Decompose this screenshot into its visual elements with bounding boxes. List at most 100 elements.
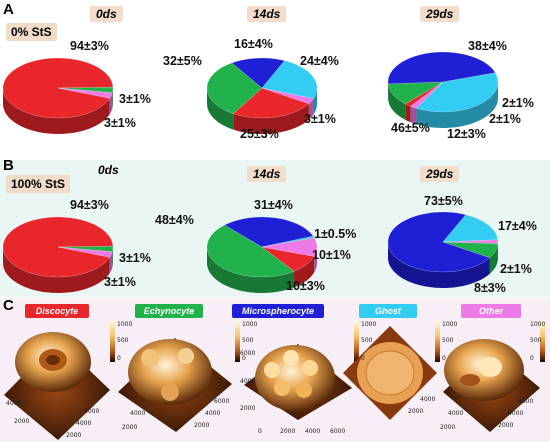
- cb4-tick-low: 0: [442, 355, 446, 362]
- a29-ghost-pct: 38±4%: [468, 39, 507, 53]
- pie-slice-microspherocyte: [231, 57, 286, 89]
- panel-b-label: B: [3, 157, 14, 174]
- afm3-tick-c: 2000: [240, 405, 256, 412]
- pie-side-other: [314, 247, 317, 273]
- colorbar-other: [540, 320, 545, 362]
- a29-microspherocyte-pct: 46±5%: [391, 121, 430, 135]
- afm2-tick-c: 2000: [194, 422, 210, 429]
- pie-side-discocyte: [3, 88, 110, 135]
- pie-slice-discocyte: [232, 87, 310, 119]
- b14-other-pct: 10±1%: [312, 248, 351, 262]
- colorbar-microspherocyte: [354, 320, 359, 362]
- panel-a-label: A: [3, 1, 14, 18]
- b14-echynocyte-pct: 48±4%: [155, 213, 194, 227]
- cb4-tick-high: 1000: [442, 321, 458, 328]
- pie-slice-echynocyte: [57, 245, 114, 253]
- afm-other-image: [443, 320, 545, 432]
- pie-side-other: [109, 251, 113, 274]
- panel-a-time-14: 14ds: [247, 6, 287, 22]
- pie-side-echynocyte: [112, 88, 113, 109]
- pie-slice-discocyte: [2, 57, 114, 119]
- pie-side-echynocyte: [112, 247, 113, 268]
- b14-discocyte-pct: 10±3%: [286, 279, 325, 293]
- afm3-tick-a: 6000: [240, 350, 256, 357]
- panel-b-time-29: 29ds: [420, 166, 460, 182]
- pie-slice-ghost: [261, 235, 315, 248]
- pie-slice-other: [261, 237, 318, 257]
- pie-slice-ghost: [261, 60, 318, 99]
- a14-ghost-pct: 24±4%: [300, 54, 339, 68]
- pie-slice-microspherocyte: [387, 211, 491, 273]
- afm4-tick-b: 2000: [408, 408, 424, 415]
- cb3-tick-mid: 500: [361, 337, 373, 344]
- panel-c-label: C: [3, 297, 14, 314]
- pie-slice-echynocyte: [387, 81, 444, 105]
- a14-microspherocyte-pct: 16±4%: [234, 37, 273, 51]
- legend-microspherocyte: Microspherocyte: [232, 304, 324, 318]
- legend-ghost: Ghost: [359, 304, 417, 318]
- cb5-tick-low: 0: [530, 355, 534, 362]
- afm-echynocyte-image: [118, 320, 240, 432]
- cb1-tick-mid: 500: [117, 337, 129, 344]
- pie-slice-ghost: [442, 214, 499, 243]
- afm1-tick-d: 4000: [76, 420, 92, 427]
- pie-slice-echynocyte: [206, 62, 263, 114]
- panel-b-time-0: 0ds: [98, 163, 119, 177]
- legend-discocyte: Discocyte: [25, 304, 89, 318]
- pie-slice-other: [57, 246, 113, 258]
- pie-charts: [2, 51, 499, 294]
- b0-discocyte-pct: 94±3%: [70, 198, 109, 212]
- a29-discocyte-pct: 2±1%: [489, 112, 521, 126]
- a14-echynocyte-pct: 32±5%: [163, 54, 202, 68]
- pie-slice-ghost: [415, 72, 499, 113]
- afm-microspherocyte-image: [244, 320, 359, 420]
- pie-slice-other: [442, 239, 499, 244]
- cb1-tick-high: 1000: [117, 321, 133, 328]
- colorbar-echynocyte: [235, 320, 240, 362]
- b29-ghost-pct: 17±4%: [498, 219, 537, 233]
- afm3-tick-e: 2000: [280, 428, 296, 435]
- pie-A-0ds: [2, 57, 114, 135]
- pie-slice-echynocyte: [442, 241, 499, 259]
- pie-slice-discocyte: [404, 81, 444, 107]
- a14-discocyte-pct: 25±3%: [240, 127, 279, 141]
- pie-slice-discocyte: [2, 216, 114, 278]
- pie-slice-other: [261, 87, 314, 104]
- afm3-tick-f: 4000: [305, 428, 321, 435]
- afm4-tick-a: 4000: [420, 396, 436, 403]
- cb2-tick-mid: 500: [242, 337, 254, 344]
- afm3-tick-b: 4000: [240, 378, 256, 385]
- pie-slice-discocyte: [261, 246, 315, 272]
- a0-other-pct: 3±1%: [104, 116, 136, 130]
- afm1-tick-b: 2000: [14, 418, 30, 425]
- panel-b-condition: 100% StS: [6, 175, 71, 193]
- cb1-tick-low: 0: [117, 355, 121, 362]
- afm3-tick-g: 6000: [330, 428, 346, 435]
- panel-b-time-14: 14ds: [247, 166, 287, 182]
- afm5-tick-c: 2000: [498, 422, 514, 429]
- pie-B-14ds: [206, 216, 318, 293]
- a29-other-pct: 2±1%: [502, 96, 534, 110]
- pie-side-ghost: [416, 82, 498, 128]
- afm1-tick-c: 6000: [84, 408, 100, 415]
- pie-side-echynocyte: [207, 88, 234, 130]
- a14-other-pct: 3±1%: [304, 112, 336, 126]
- a0-echynocyte-pct: 3±1%: [119, 92, 151, 106]
- afm5-tick-e: 2000: [440, 424, 456, 431]
- pie-side-echynocyte: [489, 243, 498, 274]
- panel-a-time-29: 29ds: [420, 6, 460, 22]
- pie-side-ghost: [313, 88, 317, 115]
- pie-side-discocyte: [294, 256, 315, 288]
- b0-other-pct: 3±1%: [104, 275, 136, 289]
- b0-echynocyte-pct: 3±1%: [119, 251, 151, 265]
- afm2-tick-a: 6000: [214, 398, 230, 405]
- cb4-tick-mid: 500: [442, 337, 454, 344]
- afm-discocyte-image: [4, 320, 115, 440]
- pie-B-0ds: [2, 216, 114, 294]
- pie-A-29ds: [387, 51, 499, 128]
- afm2-tick-d: 4000: [130, 410, 146, 417]
- cb3-tick-low: 0: [361, 355, 365, 362]
- afm1-tick-e: 2000: [66, 432, 82, 439]
